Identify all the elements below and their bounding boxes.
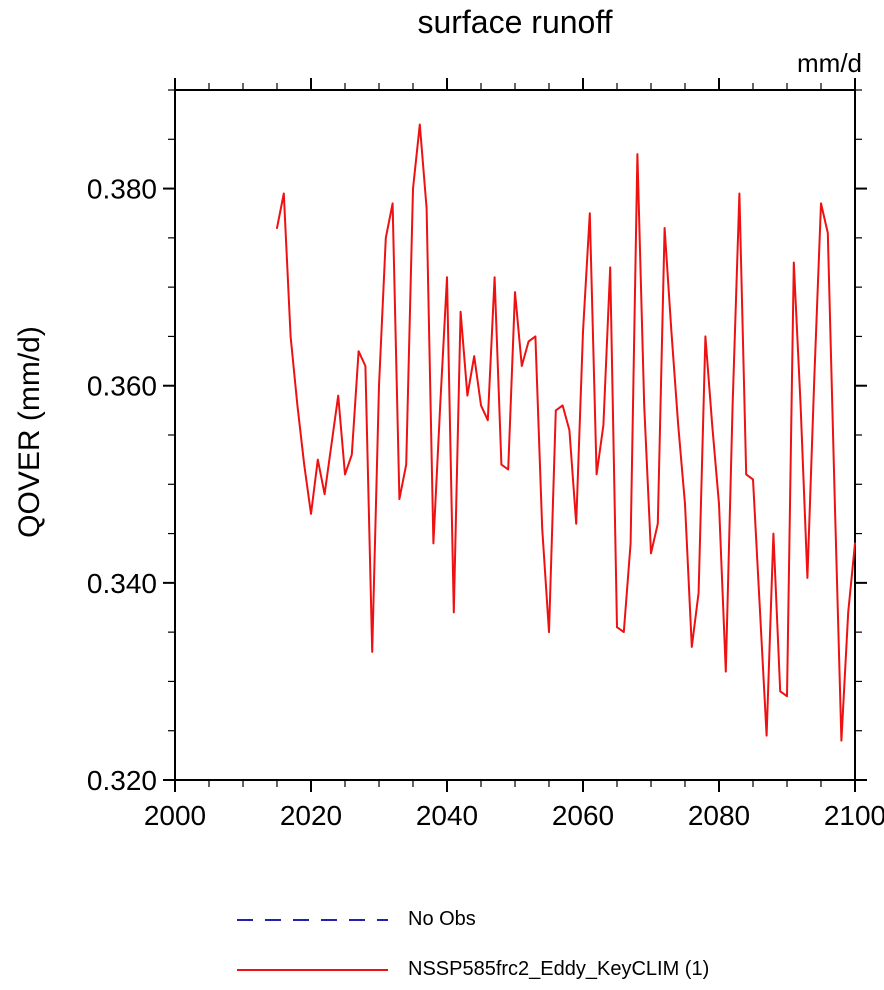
svg-text:2080: 2080 xyxy=(688,800,750,831)
svg-text:2000: 2000 xyxy=(144,800,206,831)
svg-text:2100: 2100 xyxy=(824,800,884,831)
svg-text:2020: 2020 xyxy=(280,800,342,831)
svg-text:2040: 2040 xyxy=(416,800,478,831)
svg-text:2060: 2060 xyxy=(552,800,614,831)
svg-text:0.340: 0.340 xyxy=(87,568,157,599)
svg-text:0.320: 0.320 xyxy=(87,765,157,796)
units-label: mm/d xyxy=(797,48,862,78)
svg-text:0.380: 0.380 xyxy=(87,174,157,205)
axes: 2000 2020 2040 2060 2080 2100 0.320 0.340 0.360 0… xyxy=(87,78,884,831)
svg-text:0.360: 0.360 xyxy=(87,371,157,402)
chart-title: surface runoff xyxy=(417,4,613,40)
series-group xyxy=(276,123,856,742)
legend-label-no-obs: No Obs xyxy=(408,908,476,930)
series-line xyxy=(276,123,856,742)
legend-label-series: NSSP585frc2_Eddy_KeyCLIM (1) xyxy=(408,958,710,980)
